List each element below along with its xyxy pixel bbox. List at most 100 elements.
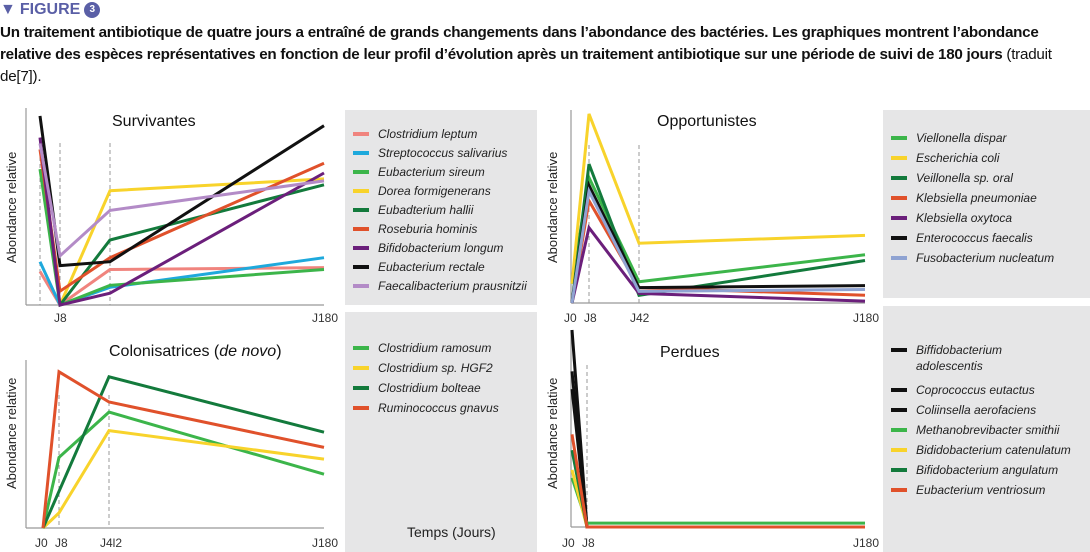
legend-item: Fusobacterium nucleatum bbox=[891, 250, 1054, 266]
legend-label: Eubacterium sireum bbox=[378, 165, 485, 179]
legend-swatch bbox=[891, 156, 907, 160]
legend-label: Veillonella sp. oral bbox=[916, 171, 1013, 185]
series-line bbox=[570, 477, 865, 525]
legend-label: Enterococcus faecalis bbox=[916, 231, 1033, 245]
legend-label: Faecalibacterium prausnitzii bbox=[378, 279, 527, 293]
legend-swatch bbox=[891, 428, 907, 432]
legend-label: Bifidobacterium angulatum bbox=[916, 463, 1059, 477]
x-tick-label: J8 bbox=[582, 536, 595, 550]
series-line bbox=[41, 369, 325, 529]
legend-label: Clostridium sp. HGF2 bbox=[378, 361, 493, 375]
legend-label: Klebsiella oxytoca bbox=[916, 211, 1013, 225]
series-line bbox=[570, 113, 866, 284]
x-tick-label: J4l2 bbox=[100, 536, 123, 550]
x-tick-label: J180 bbox=[853, 311, 880, 325]
legend-swatch bbox=[353, 366, 369, 370]
legend-swatch bbox=[353, 208, 369, 212]
legend-item: Eubacterium rectale bbox=[353, 259, 485, 275]
legend-label: Fusobacterium nucleatum bbox=[916, 251, 1055, 265]
legend-label: Dorea formigenerans bbox=[378, 184, 491, 198]
legend-swatch bbox=[353, 246, 369, 250]
title-italic: de novo bbox=[219, 343, 277, 360]
legend-perdues: Biffidobacterium adolescentis Coprococcus… bbox=[883, 306, 1090, 552]
x-tick-label: J180 bbox=[853, 536, 880, 550]
figure-number-badge: 3 bbox=[84, 2, 101, 18]
legend-item: Biffidobacterium adolescentis bbox=[891, 342, 1041, 374]
x-tick-label: J0 bbox=[564, 311, 577, 325]
legend-item: Clostridium sp. HGF2 bbox=[353, 360, 493, 376]
series-line bbox=[570, 434, 865, 529]
chart-title-perdues: Perdues bbox=[660, 344, 720, 361]
legend-label: Viellonella dispar bbox=[916, 131, 1007, 145]
legend-swatch bbox=[891, 388, 907, 392]
series-line bbox=[570, 469, 865, 529]
legend-label: Clostridium leptum bbox=[378, 127, 478, 141]
legend-swatch bbox=[891, 236, 907, 240]
legend-swatch bbox=[891, 136, 907, 140]
legend-item: Streptococcus salivarius bbox=[353, 145, 507, 161]
legend-item: Clostridium leptum bbox=[353, 126, 477, 142]
legend-item: Dorea formigenerans bbox=[353, 183, 491, 199]
legend-item: Coliinsella aerofaciens bbox=[891, 402, 1036, 418]
legend-label: Biffidobacterium adolescentis bbox=[916, 343, 1003, 373]
series-line bbox=[38, 137, 325, 307]
legend-item: Eubacterium sireum bbox=[353, 164, 485, 180]
series-line bbox=[38, 143, 325, 259]
series-line bbox=[41, 428, 325, 530]
series-line bbox=[38, 168, 325, 308]
legend-swatch bbox=[891, 408, 907, 412]
legend-item: Bifidobacterium longum bbox=[353, 240, 503, 256]
legend-label: Roseburia hominis bbox=[378, 222, 478, 236]
legend-item: Ruminococcus gnavus bbox=[353, 400, 499, 416]
legend-swatch bbox=[353, 265, 369, 269]
legend-item: Methanobrevibacter smithii bbox=[891, 422, 1059, 438]
legend-label: Clostridium bolteae bbox=[378, 381, 481, 395]
x-tick-label: J42 bbox=[630, 311, 650, 325]
legend-survivantes: Clostridium leptum Streptococcus salivari… bbox=[345, 110, 537, 305]
legend-swatch bbox=[353, 284, 369, 288]
figure-header: ▼ FIGURE 3 bbox=[0, 1, 101, 19]
x-tick-label: J0 bbox=[35, 536, 48, 550]
legend-item: Coprococcus eutactus bbox=[891, 382, 1035, 398]
legend-item: Klebsiella oxytoca bbox=[891, 210, 1012, 226]
legend-label: Klebsiella pneumoniae bbox=[916, 191, 1037, 205]
series-line bbox=[58, 183, 325, 306]
series-line bbox=[570, 388, 865, 529]
legend-label: Clostridium ramosum bbox=[378, 341, 492, 355]
legend-item: Escherichia coli bbox=[891, 150, 999, 166]
legend-swatch bbox=[353, 151, 369, 155]
legend-item: Viellonella dispar bbox=[891, 130, 1007, 146]
legend-swatch bbox=[891, 348, 907, 352]
legend-opportunistes: Viellonella dispar Escherichia coli Veillo… bbox=[883, 110, 1090, 298]
legend-label: Bididobacterium catenulatum bbox=[916, 443, 1071, 457]
legend-item: Bifidobacterium angulatum bbox=[891, 462, 1058, 478]
legend-swatch bbox=[891, 216, 907, 220]
series-line bbox=[570, 186, 866, 304]
legend-item: Veillonella sp. oral bbox=[891, 170, 1013, 186]
legend-item: Clostridium bolteae bbox=[353, 380, 481, 396]
figure-label: FIGURE bbox=[19, 1, 81, 18]
series-line bbox=[570, 329, 865, 529]
series-line bbox=[570, 371, 865, 529]
legend-swatch bbox=[353, 227, 369, 231]
legend-label: Eubadterium hallii bbox=[378, 203, 474, 217]
title-end: ) bbox=[276, 343, 282, 360]
legend-label: Bifidobacterium longum bbox=[378, 241, 504, 255]
legend-swatch bbox=[891, 488, 907, 492]
legend-item: Eubacterium ventriosum bbox=[891, 482, 1045, 498]
legend-swatch bbox=[353, 346, 369, 350]
chart-title-survivantes: Survivantes bbox=[112, 113, 196, 130]
legend-label: Coliinsella aerofaciens bbox=[916, 403, 1037, 417]
triangle-down-icon: ▼ bbox=[0, 1, 16, 18]
chart-title-opportunistes: Opportunistes bbox=[657, 113, 757, 130]
series-line bbox=[38, 115, 325, 268]
chart-title-colonisatrices: Colonisatrices (de novo) bbox=[109, 343, 282, 361]
legend-swatch bbox=[891, 448, 907, 452]
legend-item: Clostridium ramosum bbox=[353, 340, 491, 356]
legend-swatch bbox=[891, 176, 907, 180]
legend-item: Bididobacterium catenulatum bbox=[891, 442, 1071, 458]
legend-label: Eubacterium rectale bbox=[378, 260, 485, 274]
legend-label: Ruminococcus gnavus bbox=[378, 401, 499, 415]
